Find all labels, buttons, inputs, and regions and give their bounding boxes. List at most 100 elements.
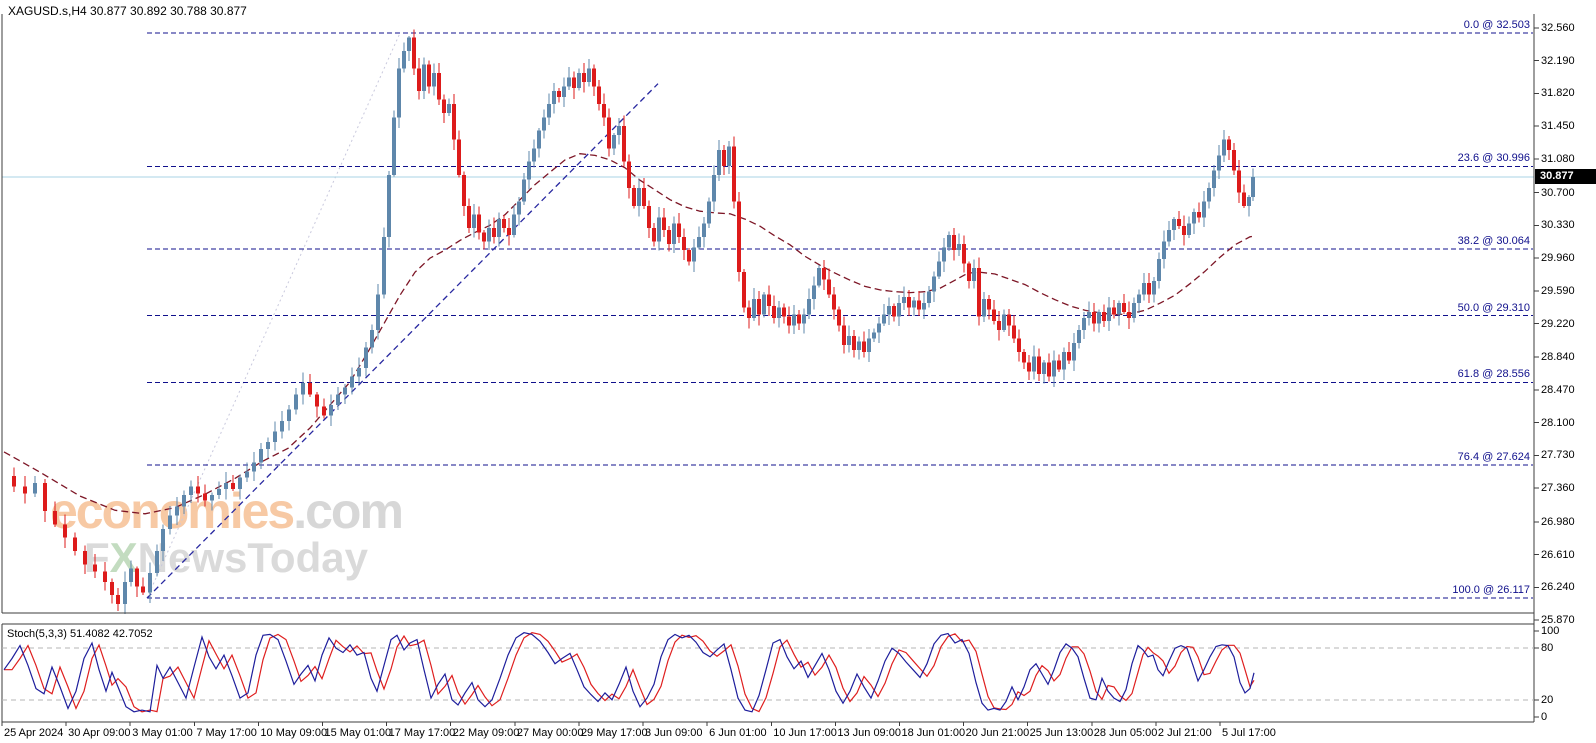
candle-bear [967,263,971,282]
candle-bull [259,449,263,463]
candle-bull [517,201,521,215]
candle-bull [1152,281,1156,295]
candle-bull [527,161,531,180]
candle-bear [992,309,996,321]
candle-bear [427,64,431,87]
candle-bear [477,214,481,233]
candle-bull [902,297,906,304]
candle-bear [737,201,741,273]
candle-bear [977,267,981,317]
candle-bull [932,276,936,292]
candle-bull [547,104,551,118]
candle-bull [537,130,541,149]
stoch-k-line [3,632,1255,713]
candle-bear [722,150,726,167]
candle-bull [882,314,886,324]
candle-bull [812,285,816,299]
candle-bear [997,320,1001,330]
candle-bull [927,291,931,304]
candle-bear [12,475,16,487]
candle-bull [238,477,242,490]
candle-bull [370,329,374,348]
candle-bull [1077,329,1081,344]
candle-bear [110,581,114,596]
candle-bear [467,205,471,228]
candle-bear [757,298,761,315]
candle-bear [687,250,691,262]
candle-bear [782,307,786,317]
candle-bull [294,394,298,410]
candle-bull [148,573,152,593]
candle-bull [867,338,871,352]
candle-bear [1037,356,1041,374]
candle-bull [922,303,926,310]
candle-bull [877,323,881,333]
candle-bull [1142,282,1146,295]
candle-bull [217,489,221,496]
candle-bull [947,235,951,248]
candle-bear [952,235,956,251]
candle-bear [962,243,966,264]
candle-bull [245,471,249,478]
candle-bear [842,325,846,345]
candle-bear [632,188,636,206]
candle-bull [712,174,716,202]
candle-bear [322,406,326,416]
candle-bull [432,73,436,87]
candle-bull [522,179,526,202]
candle-bull [872,332,876,339]
candle-bear [647,205,651,228]
candle-bear [442,99,446,113]
candle-bear [732,146,736,202]
candle-bear [141,586,145,593]
candle-bear [642,188,646,206]
candle-bear [662,217,666,230]
candle-bear [437,73,441,100]
candle-bear [852,335,856,351]
candle-bull [472,214,476,228]
candle-bear [1092,312,1096,324]
candle-bear [492,227,496,237]
candle-bull [1251,176,1255,198]
candle-bull [447,104,451,113]
candle-bear [457,139,461,175]
candle-bull [252,462,256,472]
candle-bull [1222,139,1226,156]
candle-bear [557,90,561,98]
fib-diagonal-line [146,32,401,599]
candle-bear [827,279,831,295]
candle-bull [887,305,891,315]
candle-bear [103,571,107,582]
candle-bear [135,568,139,587]
candle-bear [1197,212,1201,218]
candle-bull [1132,303,1136,319]
candle-bull [807,298,811,315]
candle-bear [116,595,120,605]
candle-bear [627,161,631,189]
stoch-d-line [4,632,1255,713]
candle-bull [762,294,766,315]
candle-bull [350,376,354,388]
watermark: economies.com FXNewsToday [50,486,404,579]
candle-bear [1022,351,1026,363]
candle-bear [987,298,991,310]
candle-bear [667,229,671,244]
candle-bull [407,37,411,52]
candle-bear [63,524,67,538]
candle-bull [1062,351,1066,370]
candle-bear [462,174,466,206]
candle-bull [392,117,396,175]
candle-bull [562,86,566,98]
candle-bull [1217,155,1221,171]
candle-bull [1137,294,1141,304]
candle-bear [315,394,319,407]
candle-bull [273,431,277,443]
candle-bull [552,90,556,105]
candle-bull [129,568,133,582]
candle-bear [1127,312,1131,319]
candle-bear [83,550,87,565]
candle-bull [33,482,37,494]
candle-bear [1012,325,1016,339]
